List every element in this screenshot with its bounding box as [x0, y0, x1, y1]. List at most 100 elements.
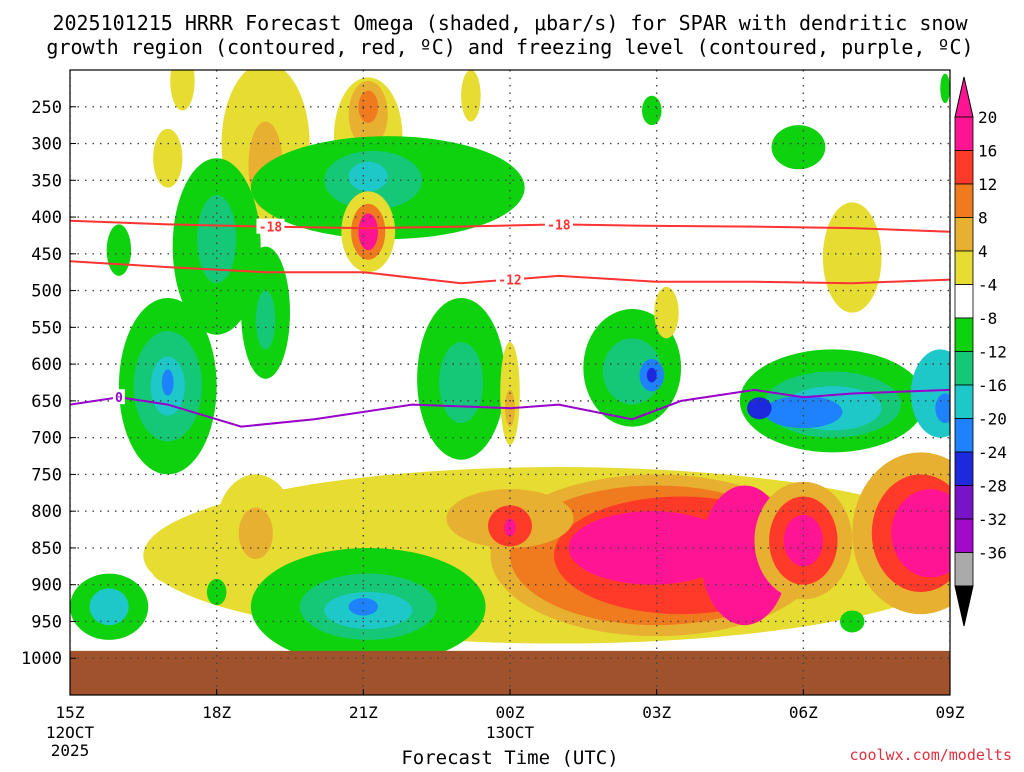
omega-region--12: [89, 588, 129, 626]
colorbar-label: 16: [978, 142, 997, 161]
colorbar-label: 4: [978, 242, 988, 261]
x-axis-label: Forecast Time (UTC): [401, 747, 618, 768]
colorbar-swatch: [954, 150, 974, 185]
x-tick-label: 18Z: [202, 703, 231, 722]
colorbar-swatch: [954, 217, 974, 252]
colorbar-top-arrow: [954, 76, 974, 118]
colorbar-swatch: [954, 518, 974, 553]
x-tick-label: 00Z: [496, 703, 525, 722]
omega-shading: [70, 70, 950, 666]
contour-label--18: -18: [547, 218, 571, 233]
colorbar-swatch: [954, 384, 974, 419]
omega-region-4: [170, 70, 195, 111]
colorbar-label: -12: [978, 343, 1007, 362]
colorbar-label: -20: [978, 410, 1007, 429]
y-tick-label: 800: [31, 502, 62, 522]
colorbar-swatch: [954, 552, 974, 587]
omega-region--4: [840, 610, 865, 633]
credit-text: coolwx.com/modelts: [849, 746, 1012, 764]
x-tick-label: 09Z: [936, 703, 965, 722]
colorbar-bottom-arrow: [954, 585, 974, 627]
contour-label-bg: [112, 389, 125, 405]
colorbar-label: -32: [978, 510, 1007, 529]
omega-region-20: [891, 489, 950, 578]
omega-region--4: [106, 224, 132, 276]
omega-region--16: [764, 395, 843, 429]
omega-region-12: [358, 90, 378, 123]
contour-label--18: -18: [259, 221, 283, 236]
y-tick-label: 950: [31, 612, 62, 632]
colorbar-swatch: [954, 250, 974, 285]
omega-region--8: [439, 342, 484, 423]
omega-region--8: [255, 290, 276, 350]
omega-region-20: [504, 518, 516, 537]
colorbar-label: -24: [978, 443, 1007, 462]
colorbar-label: -16: [978, 376, 1007, 395]
colorbar-label: -4: [978, 276, 997, 295]
y-tick-label: 1000: [21, 649, 62, 669]
colorbar-label: -28: [978, 477, 1007, 496]
y-tick-label: 850: [31, 539, 62, 559]
colorbar-swatch: [954, 418, 974, 453]
y-tick-label: 250: [31, 98, 62, 118]
y-tick-label: 550: [31, 318, 62, 338]
colorbar-label: -8: [978, 309, 997, 328]
omega-region-4: [153, 128, 183, 188]
colorbar-swatch: [954, 284, 974, 319]
colorbar-swatch: [954, 317, 974, 352]
omega-region-8: [238, 507, 273, 559]
omega-region--4: [642, 95, 662, 126]
colorbar-swatch: [954, 183, 974, 218]
y-tick-label: 500: [31, 282, 62, 302]
omega-region--12: [348, 161, 388, 192]
x-tick-label: 21Z: [349, 703, 378, 722]
colorbar-swatch: [954, 351, 974, 386]
x-tick-label: 15Z: [56, 703, 85, 722]
omega-region--20: [646, 367, 657, 383]
chart-title-line1: 2025101215 HRRR Forecast Omega (shaded, …: [52, 11, 968, 35]
omega-region--16: [935, 393, 950, 423]
omega-region--20: [747, 397, 772, 420]
omega-region--16: [161, 369, 174, 396]
x-tick-date: 12OCT: [46, 723, 95, 742]
colorbar-label: 20: [978, 108, 997, 127]
y-tick-label: 750: [31, 465, 62, 485]
y-tick-label: 450: [31, 245, 62, 265]
omega-region--16: [348, 597, 379, 616]
contour-label-0: 0: [115, 391, 123, 406]
contour-label-bg: [496, 271, 524, 287]
chart-title-line2: growth region (contoured, red, ºC) and f…: [46, 35, 973, 59]
omega-region-4: [461, 70, 481, 122]
y-axis: 250 300 350 400 450 500 550 600 650 700 750 800 850 9…: [21, 98, 76, 669]
contour-line-0: [70, 388, 950, 428]
colorbar-swatch: [954, 485, 974, 520]
omega-region-20: [568, 511, 735, 585]
colorbar-label: 8: [978, 209, 988, 228]
colorbar-label: 12: [978, 175, 997, 194]
contour-line--18: [70, 219, 950, 233]
omega-region--8: [197, 195, 237, 284]
omega-region--4: [206, 578, 227, 606]
contour-lines: -18 -18 -12 0: [70, 216, 950, 428]
colorbar-swatch: [954, 116, 974, 151]
y-tick-label: 300: [31, 135, 62, 155]
contour-label-bg: [256, 218, 285, 234]
omega-region--4: [940, 73, 950, 104]
surface-ground: [70, 650, 950, 695]
contour-label--12: -12: [498, 274, 521, 289]
colorbar-swatch: [954, 451, 974, 486]
omega-region-4: [654, 286, 679, 339]
omega-region-20: [783, 514, 823, 567]
x-tick-label: 03Z: [642, 703, 671, 722]
y-tick-label: 700: [31, 429, 62, 449]
x-tick-label: 06Z: [789, 703, 818, 722]
y-tick-label: 650: [31, 392, 62, 412]
x-tick-date: 13OCT: [486, 723, 535, 742]
y-tick-label: 900: [31, 576, 62, 596]
colorbar: 20 16 12 8 4 -4 -8 -12 -16 -20 -24 -28 -32 -36: [954, 76, 1007, 627]
colorbar-label: -36: [978, 544, 1007, 563]
omega-region-20: [358, 213, 378, 251]
